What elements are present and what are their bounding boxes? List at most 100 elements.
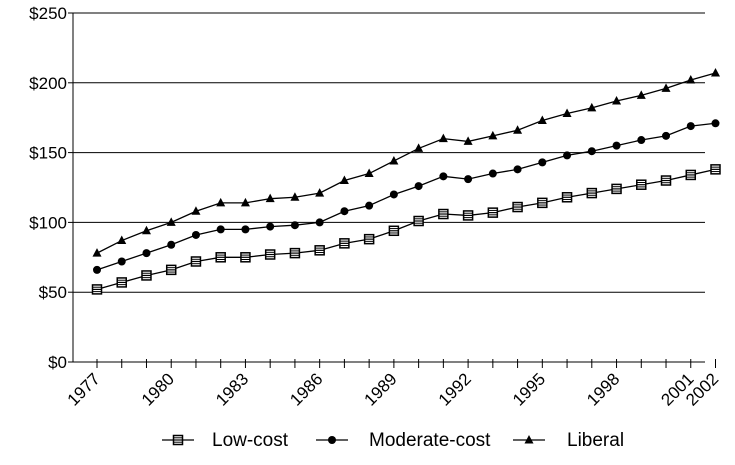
data-point — [339, 175, 349, 185]
series-line — [96, 168, 716, 291]
data-point — [315, 218, 324, 227]
data-point — [710, 164, 721, 175]
data-point — [413, 215, 424, 227]
data-point — [141, 225, 151, 235]
legend-item: Moderate-cost — [316, 430, 491, 451]
data-point — [215, 252, 226, 263]
data-point — [142, 249, 151, 258]
data-point — [191, 206, 201, 215]
data-point — [240, 197, 250, 207]
data-point — [389, 190, 398, 199]
y-tick-label: $200 — [29, 74, 67, 93]
data-point — [611, 183, 622, 195]
x-tick-label: 1977 — [64, 369, 104, 409]
x-tick-label: 1992 — [435, 369, 475, 409]
series-line — [96, 122, 716, 271]
data-point — [636, 179, 647, 190]
data-point — [512, 201, 523, 213]
legend-label: Moderate-cost — [369, 430, 491, 451]
data-point — [563, 151, 572, 160]
data-point — [141, 270, 152, 281]
data-point — [686, 75, 696, 84]
data-point — [363, 233, 375, 245]
data-point — [711, 119, 720, 128]
data-point — [166, 217, 176, 226]
data-point — [92, 248, 102, 257]
data-point — [562, 108, 572, 118]
y-tick-label: $150 — [29, 144, 67, 163]
data-point — [686, 122, 695, 131]
data-point — [537, 197, 548, 209]
data-point — [537, 115, 547, 124]
gridlines — [73, 12, 705, 293]
data-point — [191, 230, 200, 239]
data-point — [340, 207, 349, 216]
data-point — [711, 68, 720, 77]
data-point — [388, 225, 400, 237]
data-point — [612, 141, 621, 150]
data-point — [216, 225, 225, 234]
legend-item: Liberal — [513, 430, 624, 451]
data-point — [314, 245, 325, 256]
data-point — [612, 95, 622, 105]
data-point — [439, 172, 448, 181]
data-point — [190, 256, 202, 267]
data-point — [660, 175, 672, 186]
data-point — [438, 133, 448, 143]
data-point — [364, 168, 374, 178]
x-tick-label: 1980 — [138, 369, 178, 409]
legend-label: Liberal — [567, 430, 624, 451]
y-tick-label: $100 — [29, 213, 67, 232]
data-point — [487, 207, 499, 218]
data-point — [661, 83, 671, 92]
data-point — [289, 247, 301, 259]
data-point — [116, 277, 127, 288]
data-point — [636, 90, 646, 99]
y-tick-label: $0 — [48, 353, 67, 372]
x-tick-label: 1998 — [583, 369, 623, 409]
data-point — [266, 222, 275, 231]
data-point — [463, 136, 473, 145]
data-point — [488, 130, 498, 140]
data-point — [240, 252, 251, 263]
data-point — [464, 175, 473, 184]
data-point — [561, 192, 573, 203]
legend-marker — [172, 434, 184, 446]
data-point — [315, 188, 325, 197]
data-point — [91, 284, 103, 295]
legend-item: Low-cost — [162, 430, 289, 451]
data-point — [414, 143, 424, 152]
data-point — [685, 169, 697, 181]
data-point — [241, 225, 250, 234]
data-point — [538, 158, 547, 167]
x-tick-label: 1989 — [361, 369, 401, 409]
legend-marker — [328, 436, 336, 444]
axes — [68, 12, 716, 368]
x-tick-label: 1983 — [212, 369, 252, 409]
data-point — [264, 249, 276, 260]
data-point — [290, 221, 299, 230]
series-line — [96, 72, 716, 254]
data-point — [165, 264, 177, 276]
y-tick-label: $50 — [39, 283, 67, 302]
data-point — [662, 131, 671, 140]
y-tick-labels: $0 $50 $100 $150 $200 $250 — [29, 4, 67, 372]
legend-marker — [524, 435, 534, 444]
data-point — [587, 102, 597, 112]
data-point — [117, 257, 126, 266]
data-point — [488, 169, 497, 178]
data-point — [117, 235, 127, 245]
series-circle — [93, 119, 720, 274]
data-point — [167, 240, 176, 249]
data-point — [265, 193, 275, 203]
legend: Low-cost Moderate-cost Liberal — [162, 430, 624, 451]
data-point — [339, 238, 350, 249]
x-tick-label: 1995 — [509, 369, 549, 409]
data-point — [290, 192, 300, 201]
y-tick-label: $250 — [29, 4, 67, 23]
data-point — [414, 182, 423, 191]
legend-label: Low-cost — [212, 430, 289, 451]
data-point — [216, 197, 226, 207]
series-square — [91, 164, 721, 295]
